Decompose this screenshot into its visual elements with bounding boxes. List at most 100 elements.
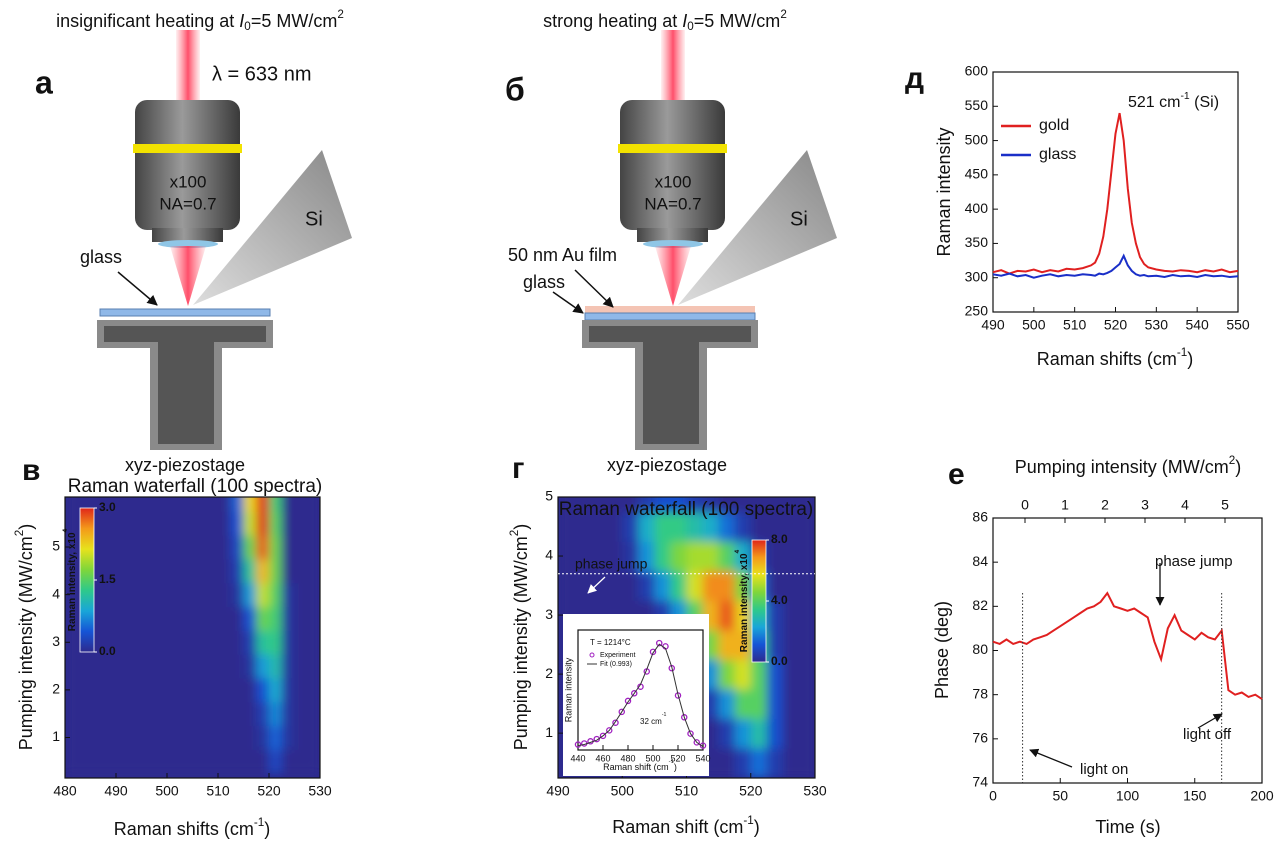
- y-tick-label: 3: [52, 633, 60, 649]
- x-tick-label: 500: [611, 783, 635, 799]
- heatmap-cell: [256, 606, 270, 631]
- si-tip: [678, 150, 837, 305]
- heatmap-cell: [638, 511, 655, 542]
- heatmap-cell: [230, 497, 244, 512]
- heatmap-cell: [782, 511, 800, 542]
- heatmap-cell: [307, 701, 320, 727]
- heatmap-cell: [154, 558, 168, 584]
- heatmap-cell: [116, 582, 130, 608]
- heatmap-cell: [766, 688, 784, 719]
- y-axis-label-part: Pumping intensity (MW/cm: [511, 536, 531, 750]
- heatmap-cell: [128, 701, 142, 727]
- heatmap-cell: [590, 497, 607, 513]
- heatmap-cell: [702, 570, 720, 601]
- plot-frame: [577, 629, 704, 751]
- focused-beam: [655, 246, 691, 306]
- annotation-part: -1: [662, 712, 667, 718]
- data-line: [992, 112, 1239, 275]
- heatmap-cell: [670, 570, 687, 601]
- heatmap-cell: [750, 511, 768, 542]
- heatmap-cell: [205, 749, 219, 774]
- stage-inner: [104, 326, 266, 342]
- heatmap-cell: [116, 606, 130, 631]
- heatmap-cell: [307, 497, 320, 512]
- y-tick-label: 78: [972, 685, 988, 701]
- panel-letter: г: [512, 452, 525, 485]
- x-tick-label: 540: [695, 753, 710, 763]
- stage-inner: [589, 326, 751, 342]
- heatmap-cell: [116, 701, 130, 727]
- legend-label: gold: [1039, 117, 1069, 134]
- heatmap-cell: [256, 535, 270, 560]
- heatmap-cell: [798, 600, 815, 631]
- heatmap-cell: [141, 725, 155, 750]
- heatmap-cell: [230, 535, 244, 560]
- heatmap-cell: [128, 630, 142, 655]
- annotation-part: 521 cm: [1128, 94, 1180, 111]
- annotation: phase jump: [1155, 553, 1233, 570]
- x-tick-label: 490: [104, 783, 128, 799]
- x-tick-label: 490: [981, 317, 1005, 333]
- heatmap-cell: [243, 630, 257, 655]
- data-point: [699, 742, 707, 749]
- heatmap-cell: [294, 535, 308, 560]
- annotation: light off: [1183, 726, 1232, 743]
- heatmap-cell: [128, 725, 142, 750]
- heatmap-cell: [294, 497, 308, 512]
- heatmap-cell: [103, 511, 117, 536]
- heatmap-cell: [798, 747, 815, 778]
- heatmap-cell: [670, 497, 687, 513]
- annotation: light on: [1080, 761, 1128, 778]
- heatmap-cell: [798, 497, 815, 513]
- laser-beam: [661, 30, 685, 105]
- y-tick-label: 4: [545, 547, 553, 563]
- y-tick-label: 4: [52, 585, 60, 601]
- colorbar-tick-label: 8.0: [771, 532, 788, 546]
- heatmap-cell: [256, 511, 270, 536]
- data-line: [992, 591, 1263, 700]
- heatmap-cell: [734, 688, 752, 719]
- heatmap-cell: [638, 570, 655, 601]
- x-axis-label-part: -1: [669, 759, 674, 765]
- heatmap-cell: [218, 630, 232, 655]
- heatmap-cell: [154, 497, 168, 512]
- heatmap-cell: [269, 677, 283, 703]
- y-axis-label: Pumping intensity (MW/cm2): [508, 524, 531, 751]
- heatmap-cell: [782, 718, 800, 749]
- heatmap-cell: [798, 570, 815, 601]
- x2-tick-label: 2: [1101, 497, 1109, 513]
- panel-heading-part: =5 MW/cm: [251, 11, 338, 31]
- y-tick-label: 600: [965, 63, 989, 79]
- y-tick-label: 74: [972, 774, 988, 790]
- colorbar-tick-label: 3.0: [99, 500, 116, 514]
- heatmap-cell: [154, 725, 168, 750]
- objective-label: x100: [170, 172, 207, 191]
- heatmap-cell: [230, 582, 244, 608]
- heatmap-cell: [179, 677, 193, 703]
- heatmap-cell: [179, 725, 193, 750]
- objective-label: x100: [655, 172, 692, 191]
- colorbar-label-part: Raman intensity, x10: [739, 553, 750, 652]
- x-tick-label: 510: [206, 783, 230, 799]
- x2-axis-label-part: Pumping intensity (MW/cm: [1015, 457, 1229, 477]
- y-tick-label: 350: [965, 234, 989, 250]
- heatmap-cell: [654, 497, 671, 513]
- glass-slide: [99, 308, 271, 317]
- x2-axis-label-part: ): [1235, 457, 1241, 477]
- y-tick-label: 84: [972, 553, 988, 569]
- heatmap-cell: [141, 606, 155, 631]
- heatmap-cell: [718, 497, 736, 513]
- heatmap-cell: [141, 749, 155, 774]
- heatmap-cell: [154, 654, 168, 679]
- heatmap-cell: [574, 570, 591, 601]
- x-tick-label: 530: [1145, 317, 1169, 333]
- heatmap-cell: [205, 725, 219, 750]
- x-tick-label: 490: [546, 783, 570, 799]
- heatmap-cell: [782, 541, 800, 572]
- heatmap-cell: [243, 677, 257, 703]
- y-tick-label: 80: [972, 641, 988, 657]
- heatmap-cell: [230, 511, 244, 536]
- heatmap-cell: [167, 749, 181, 774]
- y-tick-label: 1: [545, 724, 553, 740]
- heatmap-cell: [218, 497, 232, 512]
